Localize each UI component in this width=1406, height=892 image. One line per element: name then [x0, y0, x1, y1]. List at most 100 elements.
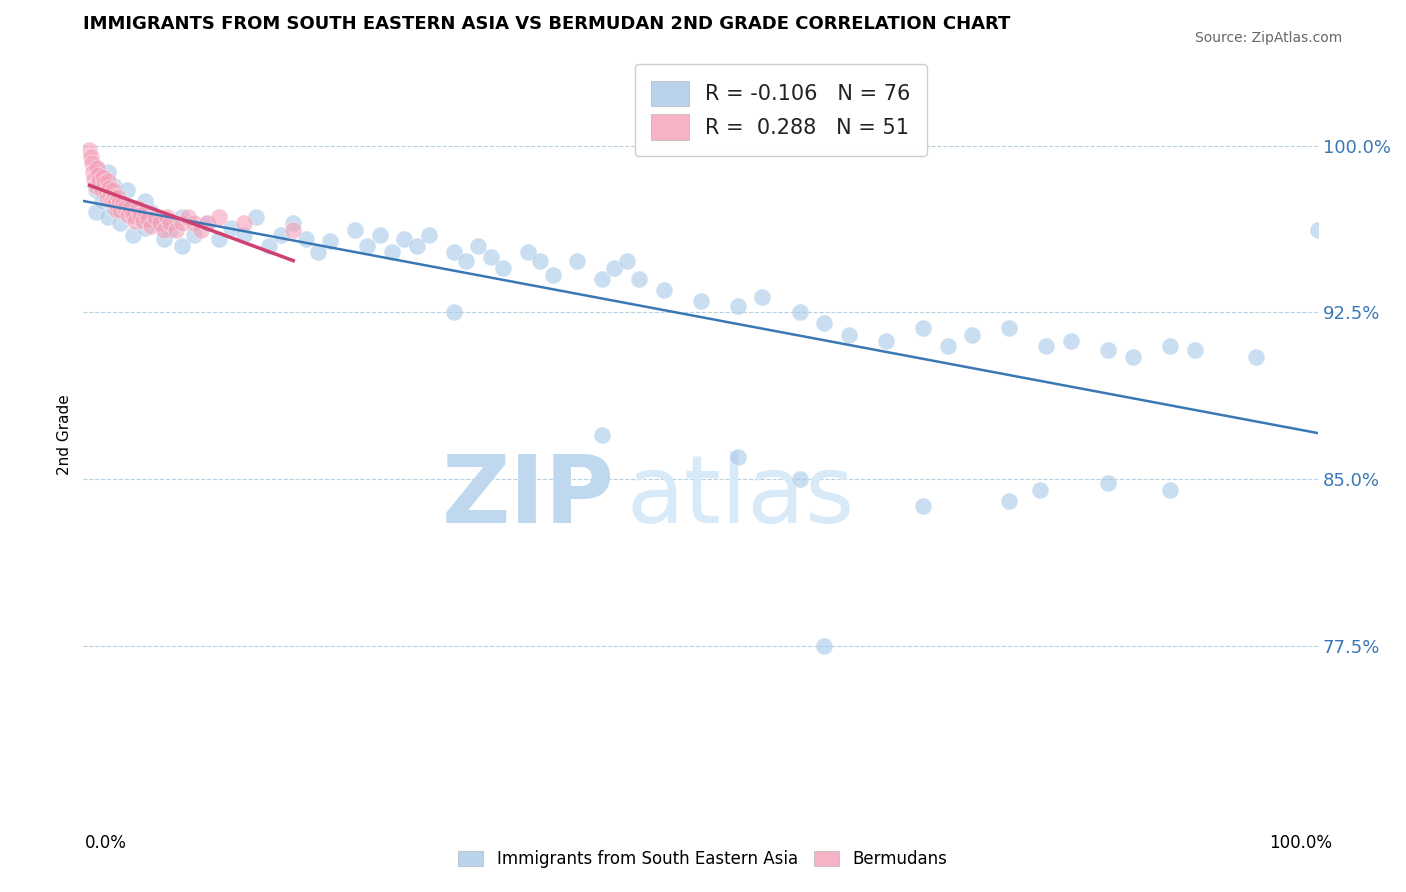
Point [97, 210, 120, 224]
Point [652, 283, 675, 297]
Point [110, 194, 132, 209]
Point [245, 210, 267, 224]
Point [813, 317, 835, 331]
Point [84, 161, 107, 175]
Point [98, 181, 121, 195]
Point [343, 223, 366, 237]
Point [131, 214, 153, 228]
Point [962, 327, 984, 342]
Point [627, 272, 650, 286]
Point [90, 183, 112, 197]
Point [172, 217, 194, 231]
Point [172, 210, 194, 224]
Point [405, 238, 427, 252]
Point [80, 156, 103, 170]
Point [1060, 334, 1083, 349]
Point [80, 150, 103, 164]
Point [467, 238, 489, 252]
Point [195, 217, 218, 231]
Point [87, 168, 110, 182]
Point [381, 245, 404, 260]
Point [911, 499, 934, 513]
Point [789, 472, 811, 486]
Point [121, 208, 143, 222]
Point [727, 299, 749, 313]
Point [97, 174, 120, 188]
Point [751, 290, 773, 304]
Point [143, 210, 166, 224]
Point [998, 321, 1021, 335]
Point [159, 217, 181, 231]
Point [1122, 350, 1144, 364]
Point [156, 210, 179, 224]
Point [516, 245, 538, 260]
Point [368, 227, 391, 242]
Point [134, 205, 156, 219]
Point [110, 203, 132, 218]
Point [1097, 476, 1119, 491]
Point [110, 217, 132, 231]
Point [86, 161, 108, 175]
Point [529, 254, 551, 268]
Text: Source: ZipAtlas.com: Source: ZipAtlas.com [1195, 31, 1343, 45]
Point [1159, 339, 1181, 353]
Text: ZIP: ZIP [441, 450, 614, 543]
Point [257, 238, 280, 252]
Point [120, 201, 142, 215]
Point [294, 232, 316, 246]
Point [129, 208, 152, 222]
Point [1308, 223, 1330, 237]
Point [998, 494, 1021, 508]
Point [875, 334, 897, 349]
Point [208, 232, 231, 246]
Y-axis label: 2nd Grade: 2nd Grade [58, 394, 72, 475]
Point [567, 254, 589, 268]
Point [89, 174, 111, 188]
Point [789, 305, 811, 319]
Point [134, 194, 156, 209]
Point [90, 194, 112, 209]
Point [221, 220, 243, 235]
Point [115, 183, 138, 197]
Point [84, 205, 107, 219]
Point [394, 232, 416, 246]
Point [591, 427, 613, 442]
Point [90, 172, 112, 186]
Point [136, 212, 159, 227]
Point [103, 201, 125, 215]
Point [911, 321, 934, 335]
Point [165, 223, 187, 237]
Point [479, 250, 502, 264]
Point [127, 201, 149, 215]
Point [117, 208, 139, 222]
Point [838, 327, 860, 342]
Point [456, 254, 478, 268]
Point [96, 192, 118, 206]
Point [307, 245, 329, 260]
Point [1097, 343, 1119, 358]
Point [270, 227, 292, 242]
Text: 100.0%: 100.0% [1270, 834, 1331, 852]
Point [443, 245, 465, 260]
Point [108, 196, 131, 211]
Point [128, 210, 150, 224]
Point [114, 201, 136, 215]
Text: 0.0%: 0.0% [84, 834, 127, 852]
Legend: Immigrants from South Eastern Asia, Bermudans: Immigrants from South Eastern Asia, Berm… [451, 844, 955, 875]
Point [183, 217, 205, 231]
Point [1159, 483, 1181, 497]
Point [82, 165, 104, 179]
Point [104, 196, 127, 211]
Point [84, 178, 107, 193]
Point [190, 223, 212, 237]
Point [591, 272, 613, 286]
Point [603, 260, 626, 275]
Point [141, 205, 163, 219]
Point [146, 217, 169, 231]
Point [121, 227, 143, 242]
Point [1035, 339, 1057, 353]
Point [492, 260, 515, 275]
Point [84, 183, 107, 197]
Point [616, 254, 638, 268]
Point [149, 217, 172, 231]
